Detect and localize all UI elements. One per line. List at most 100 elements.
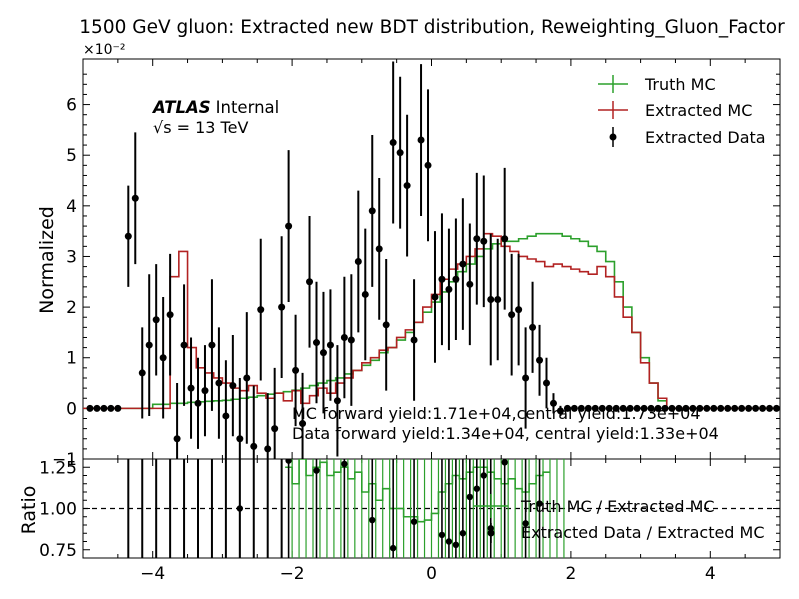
data-point xyxy=(654,404,662,412)
ratio-point xyxy=(369,516,376,524)
data-point xyxy=(166,311,174,319)
data-point xyxy=(285,222,293,230)
data-point xyxy=(173,435,181,443)
data-point xyxy=(208,341,216,349)
data-point xyxy=(93,404,101,412)
ratio-point xyxy=(536,500,543,507)
atlas-logo-text: ATLAS xyxy=(151,98,211,117)
data-point xyxy=(229,382,237,390)
data-point xyxy=(347,336,355,344)
ratio-point xyxy=(473,485,481,492)
data-point xyxy=(570,404,578,412)
legend-truth-mc: Truth MC xyxy=(644,75,716,94)
data-point xyxy=(222,412,230,420)
data-point xyxy=(745,404,753,412)
data-point xyxy=(86,404,94,412)
data-point xyxy=(319,349,327,357)
data-point xyxy=(731,404,739,412)
data-point xyxy=(236,435,244,443)
ratio-point xyxy=(452,541,460,548)
ratio-plot-area xyxy=(83,459,780,558)
data-point xyxy=(382,321,390,329)
data-point xyxy=(438,275,446,283)
ratio-point xyxy=(466,493,474,501)
ratio-point xyxy=(341,460,348,468)
data-point xyxy=(340,333,348,341)
data-point xyxy=(759,404,767,412)
data-point xyxy=(466,280,474,288)
data-point xyxy=(724,404,732,412)
data-point xyxy=(403,182,411,190)
y-multiplier: ×10⁻² xyxy=(83,42,126,58)
data-point xyxy=(626,404,634,412)
main-ticks xyxy=(82,59,781,460)
data-point xyxy=(152,316,160,324)
ratio-point xyxy=(522,520,529,527)
ratio-point xyxy=(410,518,418,525)
data-point xyxy=(417,136,425,144)
y-tick-label: 1.25 xyxy=(39,458,77,478)
data-point xyxy=(459,260,467,268)
legend-extracted-mc: Extracted MC xyxy=(645,101,752,120)
data-point xyxy=(549,399,557,407)
ratio-truth-step xyxy=(285,459,550,523)
data-point xyxy=(306,278,314,286)
data-point xyxy=(100,404,108,412)
data-point xyxy=(271,425,279,433)
data-point xyxy=(556,407,564,415)
legend-data-ratio: Extracted Data / Extracted MC xyxy=(521,523,765,542)
y-tick-label: 4 xyxy=(66,197,77,217)
data-point xyxy=(494,296,502,304)
data-point xyxy=(508,311,516,319)
data-point xyxy=(515,306,523,314)
data-point xyxy=(159,354,167,362)
y-tick-label: 6 xyxy=(66,96,77,116)
data-point xyxy=(598,404,606,412)
y-tick-label: 1 xyxy=(66,349,77,369)
data-point xyxy=(124,232,132,240)
x-tick-labels: −4 −2 0 2 4 xyxy=(140,564,716,584)
data-point xyxy=(675,404,683,412)
data-point xyxy=(431,293,439,301)
data-point xyxy=(682,404,690,412)
main-legend: Truth MC Extracted MC Extracted Data xyxy=(598,75,766,147)
ratio-point xyxy=(445,538,453,545)
data-point xyxy=(661,404,669,412)
y-tick-label: 2 xyxy=(66,298,77,318)
data-point xyxy=(591,404,599,412)
data-point xyxy=(250,442,258,450)
y-tick-label: 3 xyxy=(66,247,77,267)
data-point xyxy=(333,397,341,405)
data-point xyxy=(473,235,481,243)
y-tick-label: 5 xyxy=(66,146,77,166)
data-point xyxy=(584,404,592,412)
data-point xyxy=(354,258,362,266)
data-point xyxy=(487,296,495,304)
data-point xyxy=(361,290,369,298)
data-point xyxy=(368,207,376,215)
data-point xyxy=(201,387,209,395)
data-point xyxy=(114,404,122,412)
data-yield-annotation: Data forward yield:1.34e+04, central yie… xyxy=(292,424,719,443)
data-point xyxy=(633,404,641,412)
histogram-extracted-mc xyxy=(83,232,780,410)
ratio-y-axis-label: Ratio xyxy=(18,486,40,535)
data-point xyxy=(668,404,676,412)
data-point xyxy=(543,379,551,387)
y-tick-label: 0 xyxy=(66,399,77,419)
data-point xyxy=(145,341,153,349)
chart-title: 1500 GeV gluon: Extracted new BDT distri… xyxy=(79,17,785,38)
data-point xyxy=(717,404,725,412)
data-point xyxy=(131,194,139,202)
data-point xyxy=(536,356,544,364)
ratio-point xyxy=(480,472,487,479)
ratio-point xyxy=(389,544,397,552)
data-point xyxy=(612,404,620,412)
ratio-point xyxy=(313,467,320,474)
ratio-point xyxy=(236,505,244,512)
data-point xyxy=(326,341,334,349)
ratio-legend: Truth MC / Extracted MC Extracted Data /… xyxy=(474,494,765,543)
data-point xyxy=(375,245,383,253)
data-point xyxy=(640,404,648,412)
